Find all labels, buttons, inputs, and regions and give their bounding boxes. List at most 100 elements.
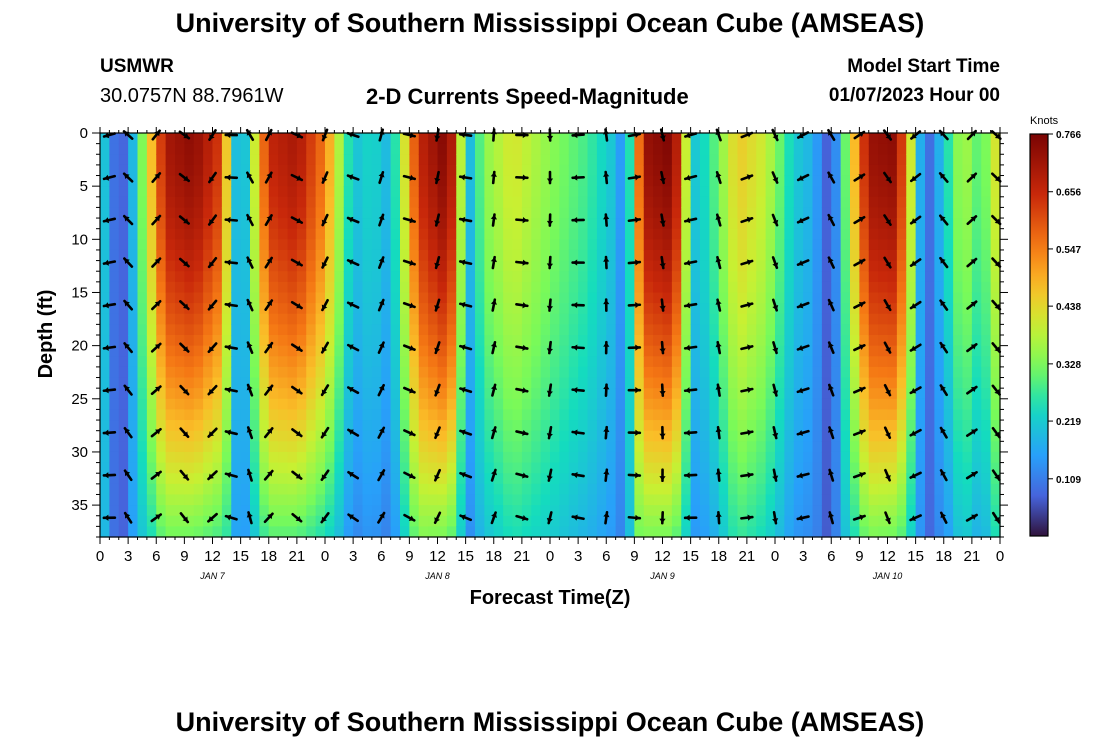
heatmap-cell (821, 271, 832, 283)
heatmap-cell (550, 451, 560, 464)
heatmap-cell (578, 494, 589, 506)
heatmap-cell (503, 430, 514, 442)
heatmap-cell (868, 164, 879, 177)
heatmap-cell (156, 441, 167, 453)
heatmap-cell (634, 366, 645, 379)
heatmap-cell (400, 303, 410, 315)
heatmap-cell (840, 239, 851, 251)
heatmap-cell (971, 441, 982, 453)
current-arrow (291, 428, 303, 438)
heatmap-cell (446, 494, 457, 506)
heatmap-cell (503, 324, 514, 336)
heatmap-cell (193, 164, 204, 177)
heatmap-cell (559, 420, 570, 432)
heatmap-cell (746, 186, 757, 198)
heatmap-cell (896, 398, 907, 411)
heatmap-cell (971, 430, 982, 442)
heatmap-cell (325, 345, 335, 357)
heatmap-cell (193, 356, 204, 368)
heatmap-cell (100, 249, 110, 262)
heatmap-cell (990, 398, 1001, 411)
heatmap-cell (653, 228, 664, 240)
heatmap-cell (831, 345, 842, 357)
heatmap-cell (306, 409, 317, 421)
heatmap-cell (146, 366, 157, 379)
heatmap-cell (456, 356, 467, 368)
heatmap-cell (400, 473, 410, 485)
heatmap-cell (362, 271, 373, 283)
heatmap-cell (709, 207, 720, 219)
heatmap-cell (278, 398, 289, 411)
heatmap-cell (512, 526, 523, 538)
heatmap-cell (362, 505, 373, 517)
heatmap-cell (671, 430, 682, 442)
heatmap-cell (390, 228, 401, 240)
heatmap-cell (531, 249, 542, 262)
heatmap-cell (690, 133, 701, 145)
heatmap-cell (625, 345, 635, 357)
heatmap-cell (371, 505, 382, 517)
heatmap-cell (418, 260, 429, 272)
heatmap-cell (990, 324, 1001, 336)
current-arrow (991, 299, 1002, 311)
heatmap-cell (850, 345, 860, 357)
current-arrow (515, 217, 529, 224)
heatmap-cell (418, 324, 429, 336)
heatmap-cell (915, 281, 926, 294)
heatmap-cell (634, 239, 645, 251)
heatmap-cell (212, 324, 223, 336)
heatmap-cell (737, 398, 748, 411)
heatmap-cell (737, 133, 748, 145)
heatmap-cell (128, 483, 139, 496)
heatmap-cell (362, 462, 373, 474)
heatmap-cell (325, 186, 335, 198)
heatmap-cell (643, 430, 654, 442)
heatmap-cell (887, 154, 898, 166)
heatmap-cell (925, 196, 935, 209)
heatmap-cell (793, 164, 804, 177)
heatmap-cell (428, 164, 439, 177)
heatmap-cell (306, 154, 317, 166)
heatmap-cell (831, 366, 842, 379)
heatmap-cell (118, 473, 129, 485)
heatmap-cell (521, 303, 532, 315)
heatmap-cell (812, 143, 823, 155)
heatmap-cell (896, 451, 907, 464)
heatmap-cell (540, 505, 551, 517)
heatmap-cell (765, 388, 776, 400)
heatmap-cell (812, 164, 823, 177)
heatmap-cell (409, 303, 420, 315)
heatmap-cell (203, 271, 214, 283)
heatmap-cell (250, 420, 260, 432)
heatmap-cell (990, 271, 1001, 283)
heatmap-cell (550, 335, 560, 347)
heatmap-cell (690, 409, 701, 421)
heatmap-cell (240, 356, 251, 368)
heatmap-cell (268, 324, 279, 336)
current-arrow (796, 429, 810, 436)
heatmap-cell (831, 143, 842, 155)
heatmap-cell (765, 324, 776, 336)
heatmap-cell (831, 186, 842, 198)
heatmap-cell (606, 228, 617, 240)
heatmap-cell (343, 186, 354, 198)
heatmap-cell (175, 196, 185, 209)
heatmap-cell (859, 186, 870, 198)
heatmap-cell (456, 526, 467, 538)
heatmap-cell (128, 388, 139, 400)
heatmap-cell (615, 143, 626, 155)
heatmap-cell (456, 335, 467, 347)
heatmap-cell (531, 515, 542, 527)
heatmap-cell (400, 281, 410, 294)
current-arrow (207, 214, 218, 226)
current-arrow (263, 512, 274, 524)
heatmap-cell (353, 398, 364, 411)
heatmap-cell (587, 207, 598, 219)
heatmap-cell (484, 207, 495, 219)
heatmap-cell (250, 239, 260, 251)
heatmap-cell (287, 207, 298, 219)
heatmap-cell (109, 228, 120, 240)
heatmap-cells (100, 133, 1001, 538)
current-arrow (827, 171, 836, 184)
heatmap-cell (606, 441, 617, 453)
